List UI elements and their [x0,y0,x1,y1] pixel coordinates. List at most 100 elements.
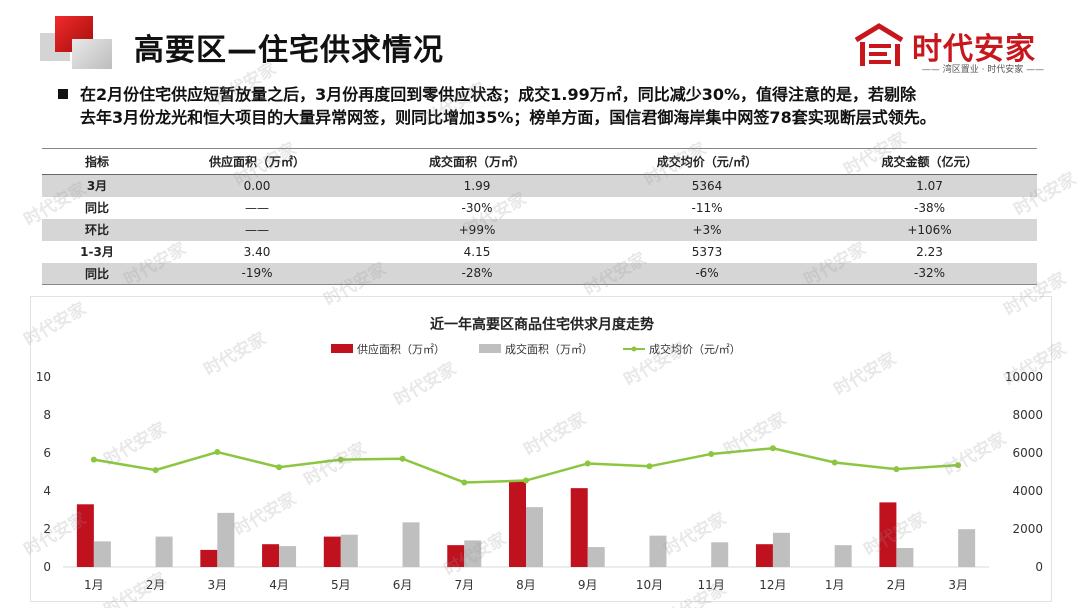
deal-bar [155,536,173,567]
table-cell: -6% [592,262,822,285]
supply-bar [570,488,588,567]
supply-bar [879,502,897,567]
x-tick-label: 3月 [208,578,228,592]
x-tick-label: 11月 [698,578,725,592]
bullet-icon [58,89,68,99]
table-cell: -11% [691,200,723,215]
price-point [523,477,529,484]
summary-line-2: 去年3月份龙光和恒大项目的大量异常网签，则同比增加35%；榜单方面，国信君御海岸… [80,108,936,127]
table-header-cell: 供应面积（万㎡） [152,148,362,175]
deal-bar [93,541,111,567]
price-point [831,459,838,466]
table-cell: +3% [592,218,822,241]
chart-title: 近一年高要区商品住宅供求月度走势 [430,316,654,333]
x-tick-label: 12月 [759,578,786,592]
price-point [708,450,715,457]
y-right-tick-label: 6000 [1012,446,1043,460]
table-cell: -30% [461,200,493,215]
price-point [337,456,344,463]
table-cell: 1.99 [362,174,592,197]
title-decoration-gray-block-2 [72,39,112,69]
table-header-row: 指标 供应面积（万㎡） 成交面积（万㎡） 成交均价（元/㎡） 成交金额（亿元） [42,148,1037,175]
table-row: 3月 0.00 1.99 5364 1.07 [42,174,1037,197]
price-point [399,455,406,462]
price-point [955,462,962,469]
table-row-label: 环比 [42,218,152,241]
stats-table: 指标 供应面积（万㎡） 成交面积（万㎡） 成交均价（元/㎡） 成交金额（亿元） … [42,148,1037,285]
table-cell: 4.15 [463,244,491,259]
deal-bar [711,542,729,567]
deal-bar [526,507,543,567]
legend-marker [631,346,637,352]
supply-bar [755,544,773,567]
supply-bar [262,544,280,567]
y-left-tick-label: 4 [43,484,51,498]
table-cell: -38% [913,200,945,215]
legend-label: 供应面积（万㎡） [357,342,445,356]
y-left-tick-label: 0 [43,560,51,574]
price-point [461,479,468,486]
x-tick-label: 6月 [393,578,413,592]
x-tick-label: 1月 [825,578,845,592]
y-left-tick-label: 8 [43,408,51,422]
table-row: 同比 —— -30% -11% -38% [42,197,1037,219]
price-point [646,463,653,470]
price-point [90,456,97,463]
table-header-cell: 成交面积（万㎡） [362,148,592,175]
x-tick-label: 7月 [454,578,474,592]
y-right-tick-label: 0 [1035,560,1043,574]
legend-label: 成交面积（万㎡） [505,342,593,356]
table-cell: -32% [822,262,1037,285]
summary-line-1: 在2月份住宅供应短暂放量之后，3月份再度回到零供应状态；成交1.99万㎡，同比减… [80,85,917,104]
deal-bar [587,547,605,567]
page-title: 高要区—住宅供求情况 [134,33,444,68]
table-row-label: 同比 [84,201,109,215]
brand-slogan: —— 湾区置业 · 时代安家 —— [921,65,1045,75]
y-left-tick-label: 10 [36,370,51,384]
price-point [214,449,221,456]
x-tick-label: 4月 [269,578,289,592]
deal-bar [958,529,976,567]
table-cell: 1.07 [822,174,1037,197]
brand-house-icon [854,23,904,66]
brand-name: 时代安家 [912,32,1036,67]
table-row-label: 1-3月 [80,245,114,259]
table-row: 1-3月 3.40 4.15 5373 2.23 [42,241,1037,263]
x-tick-label: 8月 [516,578,536,592]
table-header-cell: 成交金额（亿元） [822,148,1037,175]
price-point [769,445,776,452]
brand-logo: 时代安家 —— 湾区置业 · 时代安家 —— [852,22,1057,75]
table-row: 同比 -19% -28% -6% -32% [42,262,1037,285]
y-right-tick-label: 10000 [1005,370,1043,384]
table-header-cell: 成交均价（元/㎡） [592,148,822,175]
legend-label: 成交均价（元/㎡） [649,342,741,356]
table-cell: —— [245,200,269,215]
y-right-tick-label: 8000 [1012,408,1043,422]
supply-bar [447,545,465,567]
x-tick-label: 1月 [84,578,104,592]
price-point [276,464,283,471]
x-tick-label: 2月 [887,578,907,592]
price-line [93,446,959,484]
chart-container: 近一年高要区商品住宅供求月度走势供应面积（万㎡） 成交面积（万㎡） 成交均价（元/㎡… [30,296,1052,602]
table-cell: 3.40 [243,244,271,259]
legend-swatch [331,344,353,353]
table-row: 环比 —— +99% +3% +106% [42,218,1037,241]
x-tick-label: 2月 [146,578,166,592]
supply-bar [76,504,94,567]
x-tick-label: 5月 [331,578,351,592]
price-point [893,466,900,473]
deal-bar [772,532,790,567]
deal-bar [896,548,914,567]
y-right-tick-label: 2000 [1012,522,1043,536]
table-row-label: 3月 [42,174,152,197]
x-tick-label: 9月 [578,578,598,592]
price-point [152,467,159,474]
table-cell: -28% [362,262,592,285]
deal-bar [464,540,482,567]
supply-bar [323,536,341,567]
x-tick-label: 3月 [948,578,968,592]
table-header-cell: 指标 [42,148,152,175]
table-row-label: 同比 [42,262,152,285]
